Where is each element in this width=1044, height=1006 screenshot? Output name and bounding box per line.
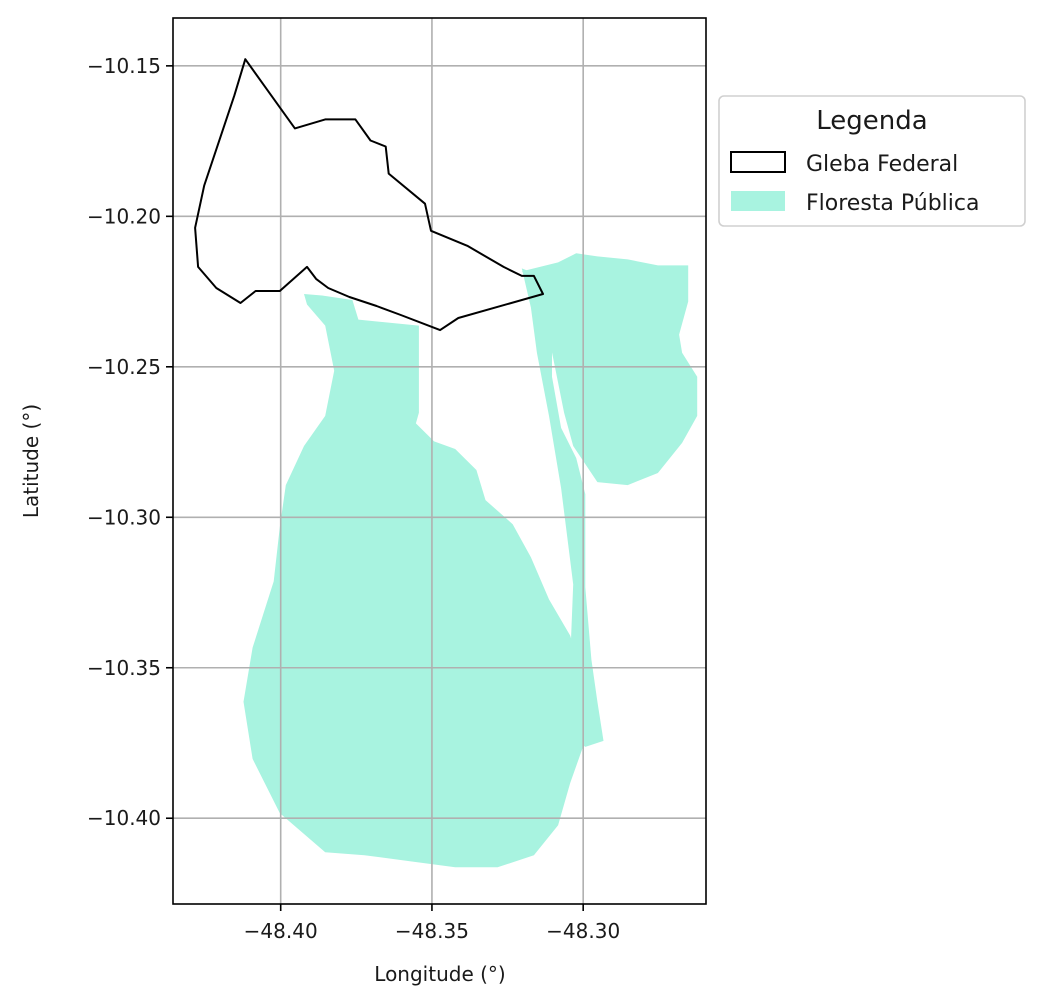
x-axis-label: Longitude (°) [374,962,505,986]
legend-swatch-floresta-publica [731,191,785,211]
gleba-federal-layer [194,58,544,332]
grid [173,18,706,904]
legend-swatch-gleba-federal [730,151,786,173]
plot-frame [172,17,707,905]
y-tick-label-2: −10.25 [87,355,161,379]
y-axis-label: Latitude (°) [19,404,43,518]
legend-title: Legenda [816,106,927,136]
legend-label-gleba-federal: Gleba Federal [806,152,958,177]
x-tick-label-0: −48.40 [244,919,318,943]
y-tick-label-0: −10.15 [87,54,161,78]
x-tick-label-1: −48.35 [395,919,469,943]
legend: Legenda Gleba Federal Floresta Pública [718,95,1026,227]
y-tick-label-1: −10.20 [87,204,161,228]
y-tick-label-3: −10.30 [87,505,161,529]
x-axis-ticks: −48.40 −48.35 −48.30 [244,904,620,943]
y-axis-ticks: −10.15 −10.20 −10.25 −10.30 −10.35 −10.40 [87,54,173,830]
y-tick-label-4: −10.35 [87,656,161,680]
floresta-publica-polygon-1 [521,253,698,486]
legend-box [718,95,1026,227]
x-tick-label-2: −48.30 [546,919,620,943]
legend-label-floresta-publica: Floresta Pública [806,191,979,216]
y-tick-label-5: −10.40 [87,806,161,830]
floresta-publica-polygon-3 [485,807,556,862]
floresta-publica-polygon-0 [243,294,589,868]
gleba-federal-outline [194,58,544,332]
